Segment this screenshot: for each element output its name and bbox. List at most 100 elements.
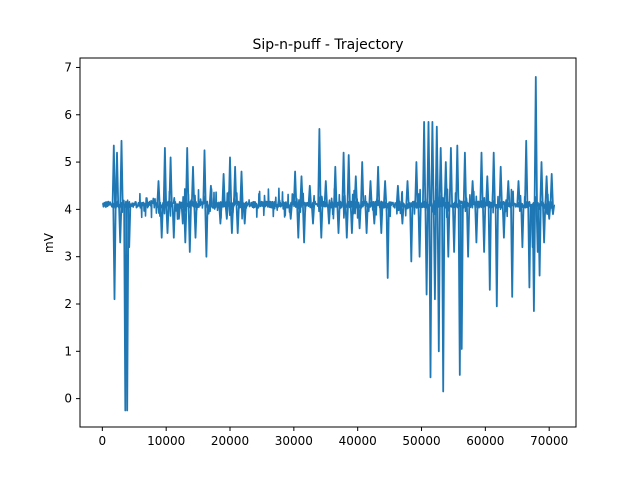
series-spike [221, 173, 226, 205]
series-spike [448, 146, 453, 205]
series-spike [127, 204, 132, 249]
series-spike [531, 204, 536, 312]
series-spike [501, 204, 506, 239]
series-spike [118, 204, 123, 244]
y-tick-label: 3 [64, 250, 72, 264]
series-spike [441, 204, 446, 393]
series-spike [479, 151, 484, 205]
series-spike [227, 156, 233, 205]
series-spike [436, 204, 441, 353]
series-spike [171, 204, 176, 239]
series-spike [424, 204, 429, 296]
series-spike [549, 173, 554, 205]
chart-title: Sip-n-puff - Trajectory [252, 37, 403, 53]
series-spike [296, 204, 301, 239]
series-spike [319, 204, 324, 239]
series-spike [466, 204, 471, 258]
series-spike [165, 204, 170, 234]
x-tick-label: 60000 [466, 434, 504, 448]
series-spike [349, 204, 354, 234]
series-spike [379, 204, 384, 234]
series-spike [494, 204, 499, 308]
series-spike [168, 156, 173, 205]
series-spike [432, 204, 437, 301]
series-spike [235, 204, 240, 234]
series-spike [446, 204, 451, 258]
series-spike [299, 175, 304, 205]
series-spike [520, 204, 525, 249]
series-spike [452, 204, 457, 253]
series-spike [162, 146, 167, 205]
series-spike [438, 146, 443, 205]
series-spike [426, 120, 431, 205]
x-tick-label: 30000 [275, 434, 313, 448]
series-spike [333, 165, 338, 205]
x-axis: 0 10000 20000 30000 40000 50000 60000 70000 [99, 427, 568, 448]
series-spike [455, 144, 460, 205]
series-spike [533, 76, 538, 205]
series-spike [218, 204, 223, 225]
series-spike [368, 180, 373, 205]
series-spike [485, 175, 490, 205]
series-spike [353, 175, 358, 205]
series-spike [482, 204, 487, 253]
series-spike [208, 184, 213, 205]
series-spike [360, 161, 365, 205]
series-spike [372, 204, 377, 225]
series-spike [470, 180, 475, 205]
series-spike [405, 180, 410, 205]
series-spike [414, 161, 419, 205]
series-spike [474, 204, 479, 244]
series-spike [357, 204, 362, 230]
series-spike [422, 120, 427, 205]
series-spike [183, 204, 188, 244]
series-spike [383, 180, 388, 205]
series-spike [344, 204, 349, 239]
y-axis-label: mV [42, 232, 56, 253]
series-spike [233, 165, 238, 205]
series-spike [190, 165, 196, 205]
y-tick-label: 2 [64, 297, 72, 311]
series-spike [302, 204, 307, 244]
series-spike [491, 151, 496, 205]
series-spike [400, 204, 405, 225]
series-spike [487, 204, 492, 291]
x-tick-label: 20000 [211, 434, 249, 448]
x-tick-label: 0 [99, 434, 107, 448]
series-spike [462, 151, 467, 205]
series-spike [430, 120, 435, 205]
series-spike [307, 184, 312, 205]
series-spike [112, 204, 117, 301]
series-spike [527, 204, 532, 289]
series-spike [323, 180, 328, 205]
series-spike [542, 204, 547, 244]
series-spike [376, 165, 381, 205]
series-spike [428, 204, 433, 379]
x-tick-label: 40000 [339, 434, 377, 448]
series-spike [524, 139, 529, 205]
series-spike [202, 149, 207, 205]
series-spike [156, 180, 161, 205]
series-spike [498, 165, 503, 205]
series-spike [310, 204, 316, 225]
y-tick-label: 7 [64, 60, 72, 74]
y-tick-label: 5 [64, 155, 72, 169]
series-spike [346, 154, 351, 205]
series-spike [409, 204, 414, 263]
series-spike [114, 151, 120, 205]
series-spike [364, 204, 369, 234]
series-spike [443, 161, 448, 205]
series-spike [385, 204, 390, 279]
series-spike [326, 204, 332, 225]
y-tick-label: 1 [64, 344, 72, 358]
axes-frame [79, 57, 577, 428]
series-spike [547, 204, 552, 220]
series-spike [516, 180, 521, 205]
series-spike [193, 204, 198, 239]
series-spike [317, 128, 322, 205]
y-tick-label: 4 [64, 202, 72, 216]
series-spike [539, 161, 544, 205]
series-spike [185, 146, 190, 205]
series-spike [417, 204, 422, 258]
